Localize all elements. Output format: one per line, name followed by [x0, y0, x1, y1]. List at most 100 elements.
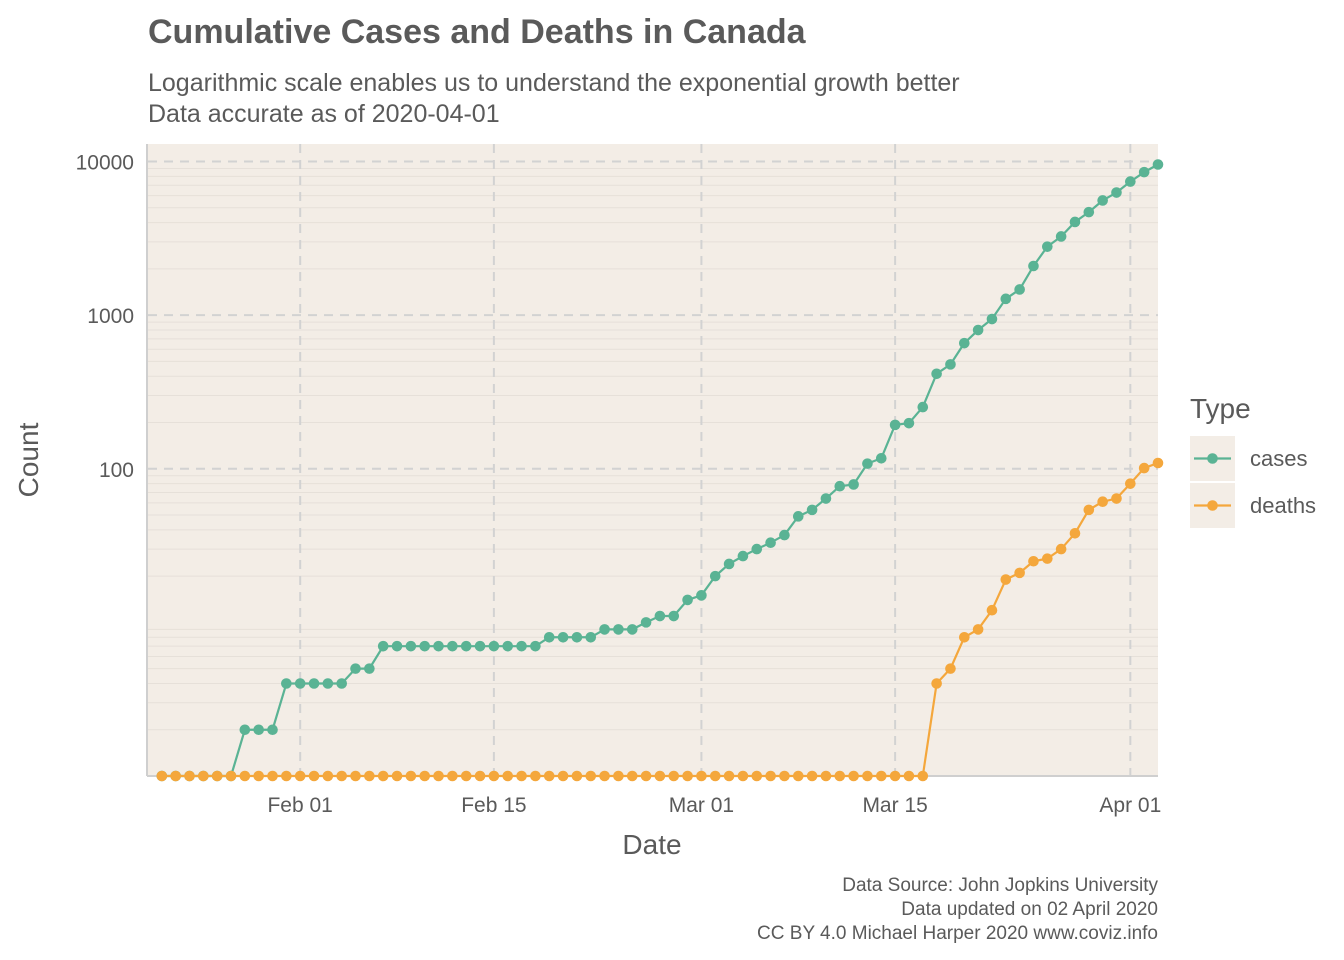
- data-point-deaths: [1028, 555, 1039, 567]
- data-point-cases: [737, 550, 749, 562]
- data-point-cases: [696, 590, 707, 601]
- data-point-cases: [516, 640, 527, 652]
- data-point-cases: [405, 640, 417, 652]
- data-point-deaths: [170, 770, 181, 782]
- data-point-cases: [474, 640, 486, 652]
- data-point-deaths: [474, 770, 486, 782]
- x-tick-label-2020-04-01: Apr 01: [1099, 794, 1161, 817]
- data-point-deaths: [945, 663, 956, 674]
- data-point-deaths: [557, 770, 569, 782]
- data-point-deaths: [613, 770, 624, 782]
- data-point-cases: [1028, 260, 1039, 272]
- data-point-cases: [1083, 206, 1095, 218]
- data-point-cases: [986, 313, 998, 325]
- data-point-deaths: [1097, 496, 1108, 508]
- y-tick-label-100: 100: [99, 459, 134, 482]
- x-tick-label-2020-03-15: Mar 15: [862, 794, 927, 817]
- data-point-deaths: [267, 770, 278, 782]
- data-point-deaths: [917, 770, 929, 782]
- data-point-deaths: [1083, 504, 1095, 516]
- data-point-cases: [253, 724, 264, 736]
- data-point-cases: [917, 401, 929, 413]
- data-point-cases: [350, 663, 361, 674]
- data-point-cases: [239, 724, 251, 736]
- data-point-cases: [765, 537, 776, 549]
- data-point-deaths: [875, 770, 887, 782]
- data-point-deaths: [1069, 528, 1081, 539]
- data-point-deaths: [156, 770, 168, 782]
- data-point-deaths: [364, 770, 375, 782]
- data-point-deaths: [848, 770, 859, 782]
- data-point-deaths: [585, 770, 597, 782]
- data-point-deaths: [225, 770, 237, 782]
- data-point-deaths: [696, 770, 707, 782]
- data-point-cases: [1097, 195, 1108, 206]
- data-point-deaths: [931, 678, 942, 689]
- data-point-cases: [447, 640, 458, 652]
- data-point-cases: [530, 640, 541, 652]
- data-point-deaths: [1152, 457, 1164, 469]
- data-point-deaths: [336, 770, 347, 782]
- data-point-cases: [862, 458, 873, 469]
- data-point-cases: [1152, 159, 1164, 170]
- data-point-cases: [1125, 176, 1136, 187]
- data-point-deaths: [308, 770, 320, 782]
- legend-key-point-deaths: [1207, 500, 1218, 511]
- data-point-deaths: [543, 770, 555, 782]
- data-point-cases: [779, 529, 790, 541]
- series-cases: [156, 159, 1164, 782]
- x-axis-title: Date: [622, 829, 681, 860]
- y-tick-label-1000: 1000: [87, 305, 134, 328]
- data-point-cases: [281, 678, 292, 689]
- data-point-deaths: [377, 770, 389, 782]
- data-point-cases: [419, 640, 431, 652]
- data-point-cases: [945, 359, 956, 370]
- data-point-cases: [322, 678, 334, 689]
- data-point-deaths: [903, 770, 915, 782]
- data-point-deaths: [322, 770, 334, 782]
- data-point-cases: [543, 631, 555, 643]
- x-axis-ticks: Feb 01 Feb 15 Mar 01 Mar 15 Apr 01: [267, 794, 1161, 817]
- data-point-deaths: [626, 770, 638, 782]
- plot-panel: [148, 144, 1158, 776]
- data-point-cases: [1000, 293, 1012, 305]
- data-point-cases: [557, 631, 569, 643]
- x-tick-label-2020-03-01: Mar 01: [669, 794, 734, 817]
- data-point-deaths: [779, 770, 790, 782]
- data-point-cases: [1111, 187, 1122, 198]
- data-point-deaths: [433, 770, 444, 782]
- data-point-cases: [1138, 166, 1150, 178]
- data-point-cases: [848, 479, 859, 490]
- data-point-deaths: [502, 770, 514, 782]
- data-point-cases: [585, 631, 597, 643]
- data-point-deaths: [184, 770, 195, 782]
- data-point-deaths: [668, 770, 680, 782]
- data-point-deaths: [640, 770, 652, 782]
- data-point-cases: [502, 640, 514, 652]
- data-point-cases: [682, 594, 693, 606]
- data-point-cases: [571, 631, 583, 643]
- data-point-deaths: [211, 770, 223, 782]
- data-point-cases: [889, 419, 901, 431]
- data-point-deaths: [253, 770, 264, 782]
- data-point-cases: [294, 678, 306, 689]
- data-point-deaths: [792, 770, 804, 782]
- data-point-deaths: [820, 770, 832, 782]
- data-point-deaths: [530, 770, 541, 782]
- data-point-deaths: [281, 770, 292, 782]
- data-point-deaths: [654, 770, 666, 782]
- data-point-cases: [806, 504, 818, 516]
- x-tick-label-2020-02-15: Feb 15: [461, 794, 526, 817]
- data-point-deaths: [447, 770, 458, 782]
- data-point-deaths: [239, 770, 251, 782]
- legend-key-point-cases: [1207, 453, 1218, 464]
- data-point-deaths: [460, 770, 472, 782]
- data-point-cases: [723, 558, 735, 570]
- data-point-deaths: [294, 770, 306, 782]
- x-tick-label-2020-02-01: Feb 01: [267, 794, 332, 817]
- data-point-cases: [613, 624, 624, 635]
- data-point-deaths: [765, 770, 776, 782]
- data-point-cases: [709, 570, 721, 582]
- y-tick-label-10000: 10000: [76, 152, 134, 175]
- data-point-deaths: [1000, 574, 1012, 585]
